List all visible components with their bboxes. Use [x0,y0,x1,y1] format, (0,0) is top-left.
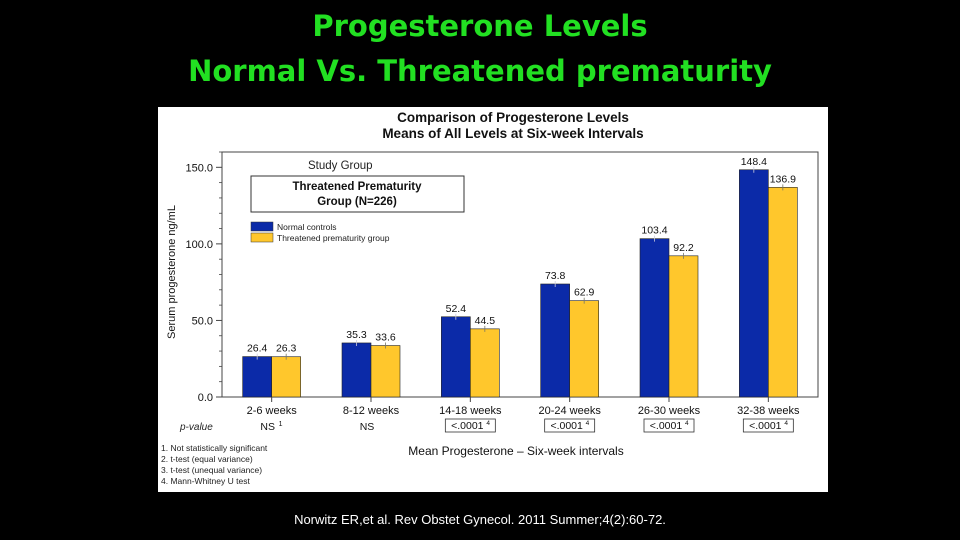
study-group-name-line-2: Group (N=226) [317,196,397,208]
citation: Norwitz ER,et al. Rev Obstet Gynecol. 20… [294,512,666,527]
p-value-1: NS [260,421,275,433]
p-value-4: <.0001 [550,420,583,432]
p-value-box-5 [643,418,695,433]
bar-normal-2 [341,342,372,398]
legend: Normal controls Threatened prematurity g… [250,221,390,243]
bar-threatened-6 [768,187,798,398]
plot-area: 0.0 50.0 100.0 150.0 26.4 26.3 2-6 weeks NS 1 35.… [185,151,819,433]
footnotes: 1. Not statistically significant 2. t-te… [161,443,268,486]
data-label-threatened-5: 92.2 [673,242,694,254]
data-label-threatened-2: 33.6 [375,332,396,344]
p-value-box-6 [742,418,794,433]
p-value-6: <.0001 [749,420,782,432]
x-axis-label: Mean Progesterone – Six-week intervals [408,444,623,458]
p-value-superscript-4: 4 [586,420,590,427]
chart-panel: Comparison of Progesterone Levels Means … [158,107,828,492]
x-tick-label-3: 14-18 weeks [439,405,502,417]
p-value-5: <.0001 [650,420,683,432]
p-value-superscript-1: 1 [279,421,283,428]
p-value-superscript-6: 4 [784,420,788,427]
data-label-normal-1: 26.4 [247,343,268,355]
data-label-threatened-1: 26.3 [276,343,297,355]
x-tick-label-4: 20-24 weeks [538,405,601,417]
bar-threatened-2 [370,345,401,398]
y-tick-label: 50.0 [192,315,213,327]
bar-normal-4 [540,283,570,398]
p-value-3: <.0001 [451,420,484,432]
p-value-2: NS [360,421,375,433]
bar-threatened-3 [470,328,500,398]
bar-threatened-5 [668,255,699,398]
bar-normal-6 [739,169,769,398]
data-label-threatened-4: 62.9 [574,287,595,299]
data-label-normal-5: 103.4 [641,225,667,237]
x-tick-label-6: 32-38 weeks [737,405,800,417]
footnote-1: 1. Not statistically significant [161,443,268,453]
legend-swatch-normal [250,221,274,232]
data-label-normal-2: 35.3 [346,329,367,341]
data-label-normal-6: 148.4 [741,156,767,168]
bar-normal-3 [441,316,471,398]
legend-label-normal: Normal controls [277,222,337,232]
footnote-4: 4. Mann-Whitney U test [161,476,250,486]
x-tick-label-1: 2-6 weeks [247,405,298,417]
chart-subtitle: Means of All Levels at Six-week Interval… [382,126,643,141]
study-group-label: Study Group [308,160,373,172]
bar-normal-5 [639,238,670,398]
data-label-threatened-6: 136.9 [770,173,796,185]
study-group-name-line-1: Threatened Prematurity [292,181,422,193]
bar-chart: Comparison of Progesterone Levels Means … [161,110,819,486]
y-tick-label: 150.0 [185,162,213,174]
p-value-box-3 [444,418,496,433]
y-tick-label: 0.0 [198,392,213,404]
footnote-2: 2. t-test (equal variance) [161,454,253,464]
data-label-threatened-3: 44.5 [475,315,496,327]
p-value-superscript-5: 4 [685,420,689,427]
slide-title-line-2: Normal Vs. Threatened prematurity [188,54,772,88]
y-tick-label: 100.0 [185,239,213,251]
slide-title-line-1: Progesterone Levels [312,9,648,43]
x-tick-label-2: 8-12 weeks [343,405,400,417]
bar-threatened-4 [569,300,599,398]
x-tick-label-5: 26-30 weeks [638,405,701,417]
data-label-normal-3: 52.4 [446,303,467,315]
legend-swatch-threatened [250,232,274,243]
p-value-superscript-3: 4 [486,420,490,427]
footnote-3: 3. t-test (unequal variance) [161,465,262,475]
data-label-normal-4: 73.8 [545,270,566,282]
bar-threatened-1 [271,356,301,398]
legend-label-threatened: Threatened prematurity group [277,233,390,243]
chart-title: Comparison of Progesterone Levels [397,110,629,125]
bar-normal-1 [242,356,272,398]
y-axis-label: Serum progesterone ng/mL [166,205,178,339]
p-value-row-label: p-value [179,422,213,433]
study-group-box [250,175,465,213]
p-value-box-4 [544,418,596,433]
